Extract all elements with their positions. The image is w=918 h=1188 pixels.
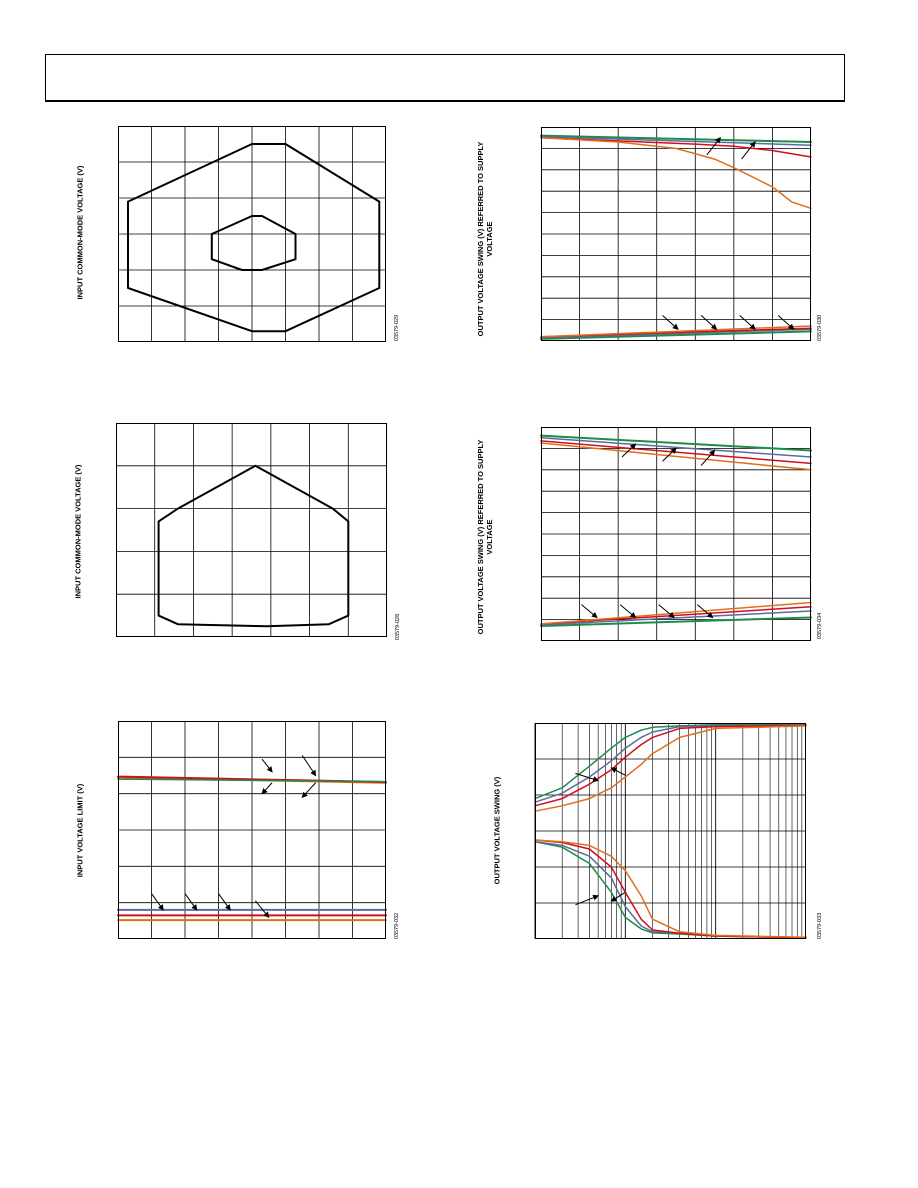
chart-3-frame [118,721,386,939]
chart-6-annotation-arrow [575,894,600,906]
chart-4-series-1 [540,134,812,143]
chart-5-annotation-arrow [581,604,598,619]
chart-6-series-2 [534,724,807,803]
chart-4-ylabel: OUTPUT VOLTAGE SWING (V) REFERRED TO SUP… [476,141,494,337]
chart-3-annotation-arrow [301,755,317,777]
chart-4-series-8 [540,325,812,338]
chart-6-ylabel: OUTPUT VOLTAGE SWING (V) [492,776,502,885]
chart-2-grid [116,423,387,637]
chart-5-ylabel: OUTPUT VOLTAGE SWING (V) REFERRED TO SUP… [476,439,494,635]
chart-3-annotation-arrow [254,900,270,918]
chart-4-series-5 [540,330,812,340]
chart-1-frame [118,126,386,342]
chart-4-series-2 [540,135,812,146]
chart-5-annotation-arrow [619,604,637,619]
chart-5-series-6 [540,610,812,626]
chart-6-figure-id: 03579-033 [817,912,823,940]
chart-4-annotation-arrow [739,314,756,330]
chart-3-figure-id: 03579-032 [394,912,400,940]
chart-2-frame [116,423,387,637]
chart-5-series-3 [540,440,812,465]
chart-5-series-8 [540,601,812,625]
chart-2 [116,423,387,637]
chart-3-annotation-arrow [261,758,273,773]
page-header-box [45,54,845,102]
chart-5-figure-id: 03579-034 [817,612,823,640]
chart-6 [534,723,807,939]
chart-4-grid [541,127,811,341]
chart-3-annotation-arrow [218,893,231,911]
chart-6-series-4 [534,725,807,812]
chart-5 [540,427,812,641]
chart-1-series-1 [127,143,381,333]
chart-6-series-1 [534,724,807,800]
chart-2-figure-id: 03579-028 [395,613,401,641]
chart-4-figure-id: 03579-030 [817,314,823,342]
chart-3-annotation-arrow [184,893,198,911]
chart-3-grid [118,721,386,939]
chart-3-annotation-arrow [151,893,164,911]
chart-4-annotation-arrow [662,314,679,330]
chart-6-series-3 [534,724,807,807]
chart-4-annotation-arrow [700,314,718,330]
chart-5-annotation-arrow [662,447,677,462]
chart-5-series-4 [540,442,812,471]
chart-6-annotation-arrow [610,891,626,902]
chart-5-annotation-arrow [621,443,637,458]
chart-3 [117,721,387,939]
chart-4 [540,127,812,341]
chart-5-frame [541,427,811,641]
chart-6-series-5 [534,841,807,939]
chart-6-series-7 [534,839,807,939]
chart-4-annotation-arrow [777,314,795,330]
chart-4-series-6 [540,328,812,339]
chart-6-annotation-arrow [575,772,600,782]
chart-1-ylabel: INPUT COMMON-MODE VOLTAGE (V) [75,165,85,300]
chart-6-series-8 [534,839,807,938]
chart-3-ylabel: INPUT VOLTAGE LIMIT (V) [75,783,85,878]
chart-6-series-6 [534,841,807,939]
chart-5-annotation-arrow [696,604,714,619]
chart-5-annotation-arrow [658,604,675,619]
chart-3-annotation-arrow [261,782,273,795]
chart-6-frame [535,723,806,939]
chart-5-series-2 [540,436,812,458]
chart-3-annotation-arrow [301,782,317,799]
chart-6-grid [534,723,806,939]
chart-5-annotation-arrow [700,449,716,466]
chart-2-series-1 [157,464,350,628]
chart-4-series-3 [540,136,812,158]
chart-4-frame [541,127,811,341]
chart-3-series-3 [117,778,387,783]
chart-5-series-5 [540,616,812,627]
chart-1-grid [118,126,386,342]
chart-4-annotation-arrow [741,141,756,160]
chart-1-figure-id: 03579-029 [394,314,400,342]
chart-4-annotation-arrow [706,136,721,156]
chart-1 [118,126,386,342]
chart-5-series-1 [540,434,812,452]
chart-6-annotation-arrow [610,767,626,776]
chart-4-series-4 [540,136,812,210]
chart-1-series-2 [210,215,297,271]
chart-2-ylabel: INPUT COMMON-MODE VOLTAGE (V) [73,464,83,599]
